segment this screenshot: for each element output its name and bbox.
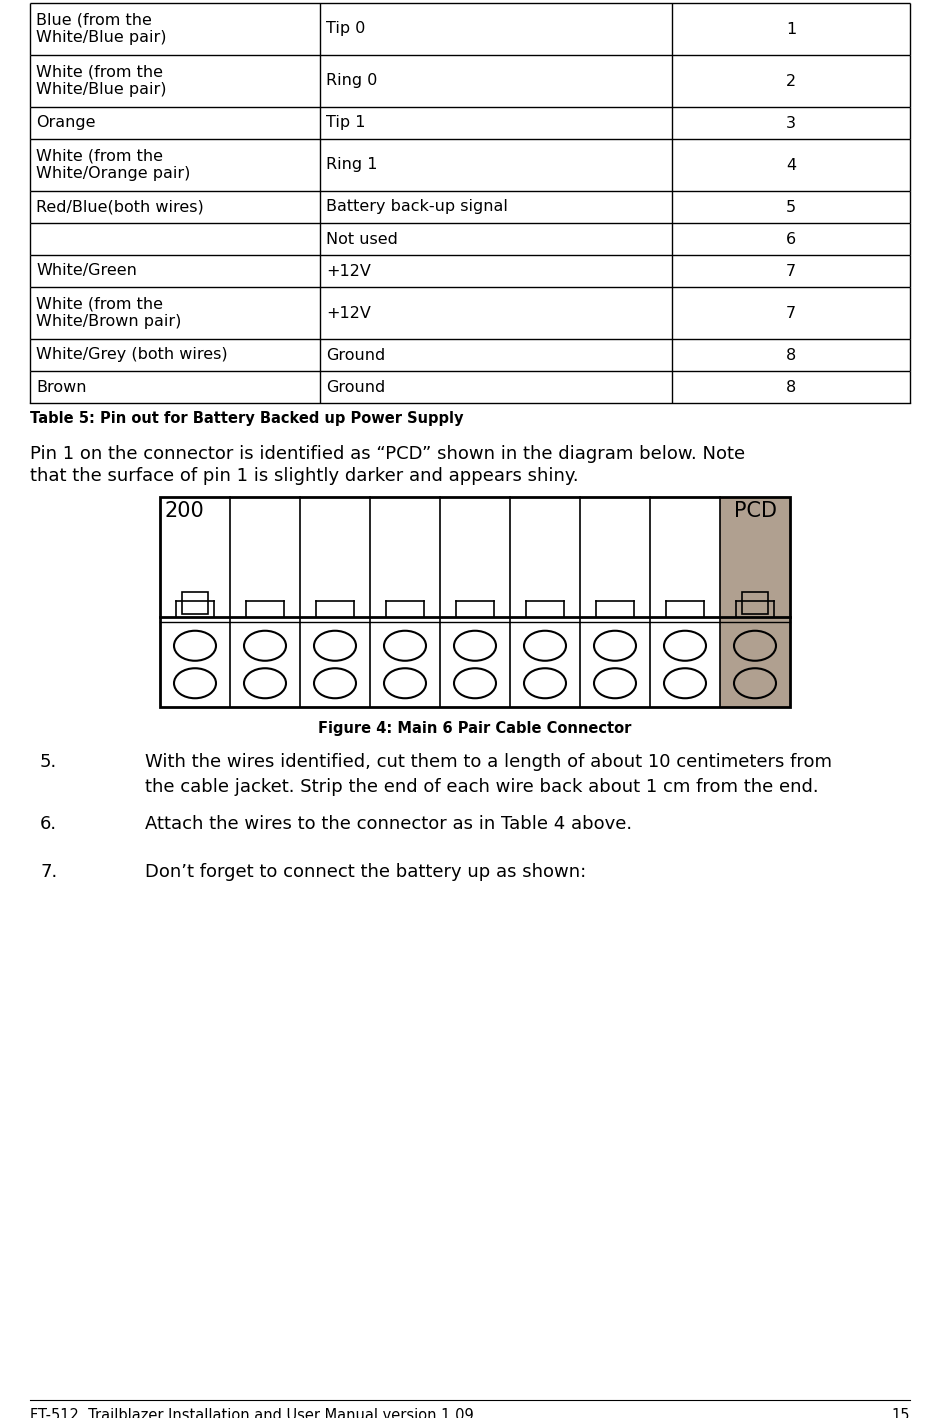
Text: PCD: PCD	[733, 501, 776, 520]
Text: Ground: Ground	[326, 347, 385, 363]
Text: Ring 1: Ring 1	[326, 157, 378, 173]
Bar	[160, 496, 790, 708]
Text: FT-512  Trailblazer Installation and User Manual version 1.09: FT-512 Trailblazer Installation and User…	[30, 1408, 474, 1418]
Text: that the surface of pin 1 is slightly darker and appears shiny.: that the surface of pin 1 is slightly da…	[30, 467, 579, 485]
Text: 7: 7	[786, 264, 796, 278]
Text: Tip 0: Tip 0	[326, 21, 366, 37]
Bar	[160, 496, 790, 708]
Ellipse shape	[314, 631, 356, 661]
Ellipse shape	[664, 668, 706, 698]
Text: +12V: +12V	[326, 264, 371, 278]
Bar	[720, 496, 790, 708]
Text: 7: 7	[786, 305, 796, 320]
Ellipse shape	[734, 668, 776, 698]
Text: Table 5: Pin out for Battery Backed up Power Supply: Table 5: Pin out for Battery Backed up P…	[30, 411, 463, 425]
Text: White (from the
White/Orange pair): White (from the White/Orange pair)	[36, 149, 191, 182]
Text: White/Grey (both wires): White/Grey (both wires)	[36, 347, 227, 363]
Ellipse shape	[244, 631, 286, 661]
Text: 15: 15	[891, 1408, 910, 1418]
Ellipse shape	[454, 668, 496, 698]
Text: 5: 5	[786, 200, 796, 214]
Ellipse shape	[734, 631, 776, 661]
Text: 200: 200	[164, 501, 204, 520]
Text: Ground: Ground	[326, 380, 385, 394]
Text: Ring 0: Ring 0	[326, 74, 377, 88]
Ellipse shape	[174, 631, 216, 661]
Text: With the wires identified, cut them to a length of about 10 centimeters from
the: With the wires identified, cut them to a…	[145, 753, 832, 795]
Ellipse shape	[314, 668, 356, 698]
Text: Don’t forget to connect the battery up as shown:: Don’t forget to connect the battery up a…	[145, 864, 587, 881]
Text: 8: 8	[786, 347, 796, 363]
Text: Red/Blue(both wires): Red/Blue(both wires)	[36, 200, 204, 214]
Text: Pin 1 on the connector is identified as “PCD” shown in the diagram below. Note: Pin 1 on the connector is identified as …	[30, 445, 745, 464]
Ellipse shape	[384, 631, 426, 661]
Ellipse shape	[594, 668, 636, 698]
Text: Blue (from the
White/Blue pair): Blue (from the White/Blue pair)	[36, 13, 166, 45]
Text: 3: 3	[786, 115, 796, 130]
Text: +12V: +12V	[326, 305, 371, 320]
Text: Orange: Orange	[36, 115, 96, 130]
Text: 1: 1	[786, 21, 796, 37]
Ellipse shape	[244, 668, 286, 698]
Text: Figure 4: Main 6 Pair Cable Connector: Figure 4: Main 6 Pair Cable Connector	[319, 720, 632, 736]
Text: 6.: 6.	[40, 815, 57, 832]
Text: 5.: 5.	[40, 753, 57, 771]
Text: 8: 8	[786, 380, 796, 394]
Text: 6: 6	[786, 231, 796, 247]
Bar	[181, 591, 209, 614]
Ellipse shape	[454, 631, 496, 661]
Ellipse shape	[524, 631, 566, 661]
Text: Tip 1: Tip 1	[326, 115, 366, 130]
Text: White (from the
White/Brown pair): White (from the White/Brown pair)	[36, 296, 181, 329]
Ellipse shape	[594, 631, 636, 661]
Bar	[742, 591, 768, 614]
Text: Attach the wires to the connector as in Table 4 above.: Attach the wires to the connector as in …	[145, 815, 632, 832]
Text: White/Green: White/Green	[36, 264, 137, 278]
Ellipse shape	[174, 668, 216, 698]
Text: White (from the
White/Blue pair): White (from the White/Blue pair)	[36, 65, 166, 98]
Text: 7.: 7.	[40, 864, 57, 881]
Text: Brown: Brown	[36, 380, 86, 394]
Text: Battery back-up signal: Battery back-up signal	[326, 200, 508, 214]
Text: 4: 4	[786, 157, 796, 173]
Ellipse shape	[524, 668, 566, 698]
Ellipse shape	[384, 668, 426, 698]
Ellipse shape	[664, 631, 706, 661]
Text: 2: 2	[786, 74, 796, 88]
Text: Not used: Not used	[326, 231, 398, 247]
